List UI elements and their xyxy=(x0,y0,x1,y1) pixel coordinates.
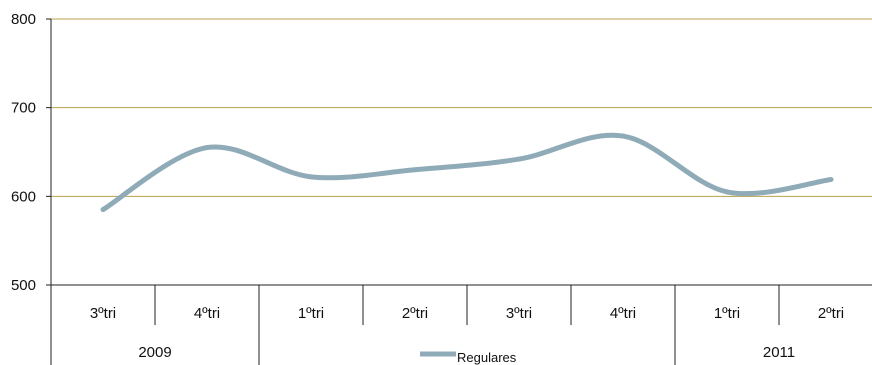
series-layer xyxy=(100,132,834,213)
data-point xyxy=(620,133,626,139)
series-line-regulares xyxy=(101,132,832,212)
x-tick-label: 4ºtri xyxy=(610,305,636,322)
year-label: 2011 xyxy=(763,344,795,361)
x-tick-label: 1ºtri xyxy=(298,305,324,322)
data-point xyxy=(516,156,522,162)
data-point xyxy=(724,189,730,195)
grid-layer xyxy=(51,18,872,197)
x-tick-label: 2ºtri xyxy=(818,305,844,322)
x-tick-label: 4ºtri xyxy=(194,305,220,322)
x-tick-label: 1ºtri xyxy=(714,305,740,322)
axis-layer xyxy=(46,18,872,365)
y-tick-label: 500 xyxy=(11,277,36,294)
legend: Regulares xyxy=(420,350,517,365)
year-label: 2009 xyxy=(138,344,171,361)
data-point xyxy=(828,176,834,182)
data-point xyxy=(412,167,418,173)
x-tick-label: 3ºtri xyxy=(90,305,116,322)
x-tick-label: 3ºtri xyxy=(506,305,532,322)
data-point xyxy=(204,145,210,151)
data-point xyxy=(308,174,314,180)
y-tick-label: 700 xyxy=(11,100,36,117)
x-tick-label: 2ºtri xyxy=(402,305,428,322)
data-point xyxy=(100,207,106,213)
legend-label: Regulares xyxy=(457,350,517,365)
label-layer: 500 600 700 800 2009 2011 3ºtri 4ºtri 1ºtri 2ºtri… xyxy=(11,11,844,361)
y-tick-label: 600 xyxy=(11,188,36,205)
y-tick-label: 800 xyxy=(11,11,36,28)
